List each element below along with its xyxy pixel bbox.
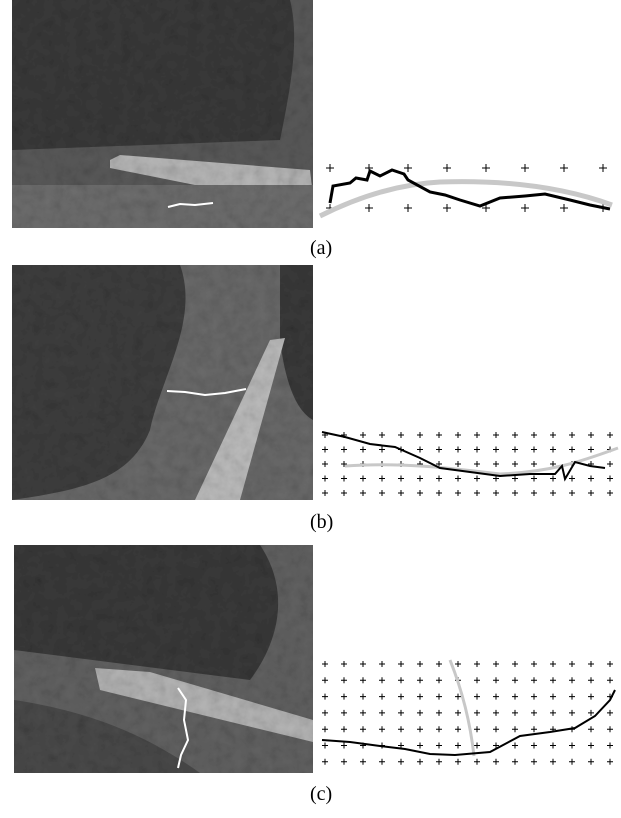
track-curve bbox=[328, 168, 611, 211]
reference-curve bbox=[448, 659, 476, 757]
panel-label: (a) bbox=[310, 237, 332, 259]
track bbox=[167, 202, 214, 208]
photo-a bbox=[12, 0, 313, 228]
cross-grid bbox=[326, 164, 607, 212]
reference-curve bbox=[344, 446, 619, 476]
track-curve bbox=[321, 431, 606, 482]
photo-b bbox=[12, 265, 313, 500]
reference-curve bbox=[318, 179, 613, 219]
grid-cross bbox=[322, 661, 613, 765]
cross-grid bbox=[322, 661, 613, 765]
panel-label: (b) bbox=[310, 511, 333, 533]
grid-cross bbox=[326, 164, 607, 212]
plot-b bbox=[321, 431, 619, 482]
photo-c bbox=[14, 545, 313, 773]
track bbox=[166, 388, 247, 397]
track bbox=[177, 687, 190, 769]
plot-c bbox=[321, 659, 616, 757]
panel-label: (c) bbox=[310, 783, 332, 805]
plot-a bbox=[318, 168, 613, 219]
track-curve bbox=[321, 689, 616, 757]
